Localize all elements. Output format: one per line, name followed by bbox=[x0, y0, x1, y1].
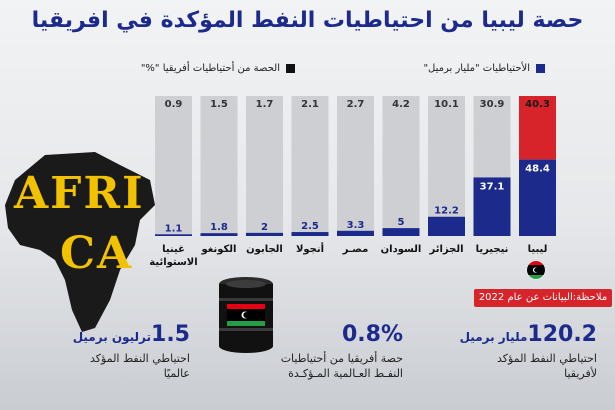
reserves-value-label: 3.3 bbox=[347, 220, 365, 231]
reserves-bar bbox=[473, 177, 511, 236]
share-bar bbox=[428, 96, 465, 217]
category-label: نيجيريا bbox=[476, 244, 509, 255]
legend-reserves: الأحتياطيات "مليار برميل" bbox=[423, 63, 545, 77]
reserves-value-label: 2 bbox=[261, 222, 268, 233]
reserves-value-label: 37.1 bbox=[480, 181, 505, 192]
category-label: ليبيا bbox=[528, 244, 548, 255]
category-label: غينيا bbox=[162, 244, 185, 255]
share-bar bbox=[200, 96, 238, 234]
reserves-bar bbox=[155, 234, 192, 236]
stat-world-reserves-desc1: احتياطي النفط المؤكد bbox=[90, 352, 190, 365]
category-label: الجزائر bbox=[428, 244, 463, 255]
stat-world-reserves-unit: ترليون برميل bbox=[72, 330, 152, 344]
reserves-value-label: 48.4 bbox=[525, 164, 550, 175]
category-label: السودان bbox=[381, 244, 422, 255]
reserves-bar bbox=[246, 232, 283, 236]
legend-share: الحصة من أحتياطيات أفريقيا "%" bbox=[141, 63, 295, 77]
stat-africa-reserves-unit: مليار برميل bbox=[459, 330, 528, 344]
share-bar bbox=[519, 96, 556, 160]
africa-word-line2: CA bbox=[60, 228, 134, 279]
category-label: الجابون bbox=[246, 244, 283, 255]
share-bar bbox=[246, 96, 283, 233]
reserves-bar bbox=[519, 159, 556, 236]
legend-share-swatch bbox=[286, 63, 295, 73]
legend-reserves-label: الأحتياطيات "مليار برميل" bbox=[423, 63, 530, 74]
stat-africa-reserves-desc1: احتياطي النفط المؤكد bbox=[497, 352, 597, 365]
stat-africa-share-desc2: النفـط العـالمية المـؤكـدة bbox=[288, 367, 403, 380]
reserves-bar bbox=[200, 233, 238, 236]
share-value-label: 2.1 bbox=[301, 99, 319, 110]
share-bar bbox=[473, 96, 511, 178]
share-bar bbox=[291, 96, 329, 233]
category-label: الاستوائية bbox=[149, 257, 197, 268]
reserves-bar bbox=[382, 228, 420, 236]
share-value-label: 40.3 bbox=[525, 99, 550, 110]
stat-world-reserves-value: 1.5 bbox=[151, 322, 190, 347]
reserves-bar bbox=[291, 232, 329, 236]
share-value-label: 0.9 bbox=[165, 99, 183, 110]
stat-africa-reserves-desc2: لأفريقيا bbox=[564, 367, 597, 380]
reserves-value-label: 5 bbox=[398, 217, 405, 228]
page-title: حصة ليبيا من احتياطيات النفط المؤكدة في … bbox=[31, 8, 584, 33]
stat-africa-reserves: 120.2مليار برميل احتياطي النفط المؤكد لأف… bbox=[427, 322, 597, 381]
legend-share-label: الحصة من أحتياطيات أفريقيا "%" bbox=[140, 63, 280, 74]
libya-flag-icon bbox=[526, 260, 546, 280]
africa-word-line1: AFRI bbox=[14, 168, 145, 219]
share-bar bbox=[155, 96, 192, 235]
africa-map-icon bbox=[5, 152, 155, 332]
reserves-value-label: 2.5 bbox=[301, 221, 319, 232]
share-value-label: 1.7 bbox=[256, 99, 274, 110]
reserves-bar bbox=[428, 216, 465, 236]
category-label: أنجولا bbox=[296, 242, 324, 255]
category-label: مصـر bbox=[342, 244, 369, 255]
share-value-label: 30.9 bbox=[480, 99, 505, 110]
share-bar bbox=[382, 96, 420, 229]
reserves-value-label: 12.2 bbox=[434, 206, 459, 217]
stat-africa-share-value: 0.8% bbox=[341, 322, 403, 347]
bar-chart: 40.3 48.4 ليبيا 30.9 37.1 نيجيريا 10.1 12.2 الجز… bbox=[149, 96, 556, 268]
stat-africa-share: 0.8% حصة أفريقيا من أحتياطيات النفـط العـ… bbox=[233, 322, 403, 381]
reserves-value-label: 1.8 bbox=[210, 222, 228, 233]
stat-africa-reserves-value: 120.2 bbox=[527, 322, 597, 347]
stat-africa-share-desc1: حصة أفريقيا من أحتياطيات bbox=[280, 352, 403, 365]
note-badge: ملاحظة:البيانات عن عام 2022 bbox=[474, 289, 612, 307]
share-value-label: 4.2 bbox=[392, 99, 410, 110]
reserves-value-label: 1.1 bbox=[165, 223, 183, 234]
category-label: الكونغو bbox=[201, 244, 237, 255]
share-bar bbox=[337, 96, 374, 231]
stat-world-reserves-desc2: عالميًا bbox=[163, 367, 190, 380]
stat-world-reserves: 1.5ترليون برميل احتياطي النفط المؤكد عالم… bbox=[15, 322, 190, 381]
share-value-label: 10.1 bbox=[434, 99, 459, 110]
reserves-bar bbox=[337, 230, 374, 236]
oil-barrel-icon bbox=[219, 277, 273, 353]
share-value-label: 1.5 bbox=[210, 99, 228, 110]
legend-reserves-swatch bbox=[536, 63, 545, 73]
share-value-label: 2.7 bbox=[347, 99, 365, 110]
